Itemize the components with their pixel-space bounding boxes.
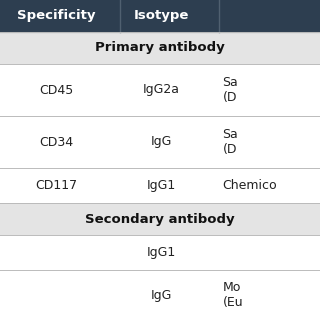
Text: Sa
(D: Sa (D: [222, 128, 238, 156]
Text: IgG1: IgG1: [147, 246, 176, 259]
Text: CD34: CD34: [39, 135, 73, 148]
Text: Chemico: Chemico: [222, 179, 277, 192]
Text: Secondary antibody: Secondary antibody: [85, 212, 235, 226]
Text: CD117: CD117: [35, 179, 77, 192]
Text: IgG1: IgG1: [147, 179, 176, 192]
Bar: [0, 270, 320, 320]
Text: Primary antibody: Primary antibody: [95, 42, 225, 54]
Text: IgG2a: IgG2a: [143, 84, 180, 97]
Bar: [0, 32, 320, 64]
Text: Specificity: Specificity: [17, 10, 95, 22]
Bar: [0, 0, 320, 32]
Text: Mo
(Eu: Mo (Eu: [222, 281, 243, 309]
Text: Sa
(D: Sa (D: [222, 76, 238, 104]
Text: IgG: IgG: [151, 135, 172, 148]
Text: CD45: CD45: [39, 84, 73, 97]
Bar: [0, 235, 320, 270]
Text: IgG: IgG: [151, 289, 172, 301]
Bar: [0, 64, 320, 116]
Bar: [0, 168, 320, 203]
Text: Isotype: Isotype: [134, 10, 189, 22]
Bar: [0, 116, 320, 168]
Bar: [0, 203, 320, 235]
